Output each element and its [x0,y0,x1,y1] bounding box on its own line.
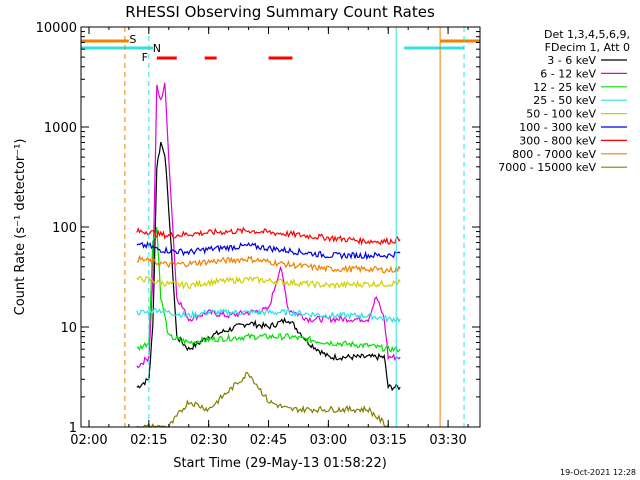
x-tick-label: 02:45 [250,433,287,448]
y-tick-label: 100 [52,221,77,236]
x-tick-label: 02:15 [130,433,167,448]
series-line-6 [136,226,401,246]
series-line-0 [136,141,401,392]
series-line-3 [136,307,401,324]
legend-entry-label: 300 - 800 keV [519,134,596,147]
x-tick-label: 03:00 [310,433,347,448]
legend-entry-label: 6 - 12 keV [540,67,596,80]
flag-label-N: N [153,42,161,55]
x-tick-label: 03:15 [369,433,406,448]
flag-label-S: S [129,33,136,46]
y-tick-label: 1000 [44,121,77,136]
y-tick-label: 1 [69,421,77,436]
legend-entry-label: 7000 - 15000 keV [498,161,596,174]
series-line-4 [136,275,401,290]
legend-entry-label: 12 - 25 keV [533,81,596,94]
chart-title: RHESSI Observing Summary Count Rates [125,3,435,21]
series-line-2 [136,226,401,353]
legend-entry-label: 25 - 50 keV [533,94,596,107]
series-line-7 [136,254,401,274]
y-tick-label: 10000 [36,21,77,36]
x-tick-label: 03:30 [429,433,466,448]
legend-header-line-1: Det 1,3,4,5,6,9, [544,28,630,41]
legend-entry-label: 800 - 7000 keV [512,148,596,161]
legend-entry-label: 50 - 100 keV [526,108,596,121]
series-line-5 [136,240,401,261]
x-axis: 02:00 02:15 02:30 02:45 03:00 03:15 03:30 [70,27,469,448]
flag-group: S NF [81,27,480,427]
x-tick-label: 02:00 [70,433,107,448]
legend-entry-label: 3 - 6 keV [547,54,596,67]
legend-entry-label: 100 - 300 keV [519,121,596,134]
footer-date: 19-Oct-2021 12:28 [560,468,636,477]
plot-series-group [136,82,401,428]
series-line-1 [136,82,401,369]
series-line-8 [136,371,389,428]
legend-header-line-2: FDecim 1, Att 0 [545,41,630,54]
y-axis-label: Count Rate (s⁻¹ detector⁻¹) [13,139,28,316]
flag-label-F: F [142,51,148,64]
x-tick-label: 02:30 [190,433,227,448]
x-axis-label: Start Time (29-May-13 01:58:22) [173,456,387,471]
legend: Det 1,3,4,5,6,9, FDecim 1, Att 0 3 - 6 k… [498,28,630,174]
y-axis: 1 10 100 1000 10000 [36,21,480,436]
y-tick-label: 10 [60,321,77,336]
